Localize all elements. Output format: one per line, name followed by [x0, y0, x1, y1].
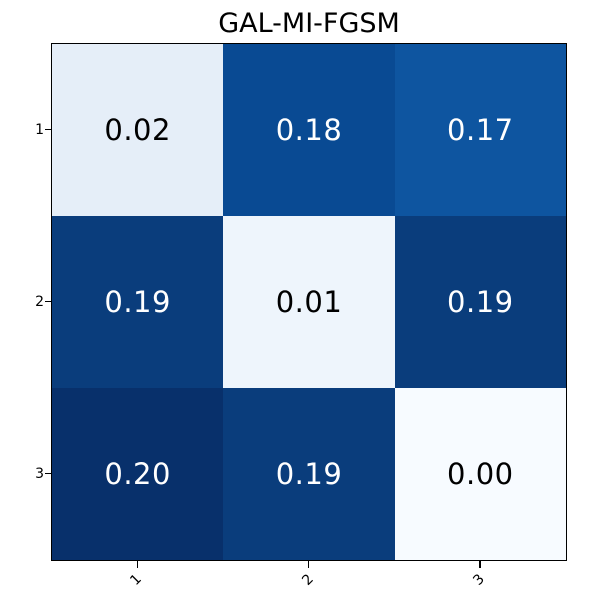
cell-value-label: 0.19 [447, 285, 514, 319]
y-tick-mark [44, 129, 52, 131]
x-tick-label: 2 [299, 570, 317, 589]
x-tick-label: 3 [470, 570, 488, 589]
heatmap-cell-r1-c3: 0.17 [394, 44, 566, 216]
chart-title: GAL-MI-FGSM [218, 8, 400, 39]
x-tick-mark [308, 561, 310, 569]
y-tick-label: 1 [35, 121, 44, 138]
cell-value-label: 0.02 [104, 113, 171, 147]
x-tick-label: 1 [127, 570, 146, 589]
cell-value-label: 0.20 [104, 457, 171, 491]
heatmap-cell-r3-c2: 0.19 [223, 388, 395, 560]
cell-value-label: 0.00 [447, 457, 514, 491]
heatmap-cell-r2-c3: 0.19 [394, 216, 566, 388]
heatmap-cell-r1-c2: 0.18 [223, 44, 395, 216]
x-tick-mark [136, 561, 139, 569]
heatmap-grid: 0.02 0.18 0.17 0.19 0.01 0.19 0.20 0.19 0.00 [52, 44, 566, 560]
y-tick-mark [44, 301, 52, 303]
x-tick-mark [479, 561, 481, 569]
y-tick-mark [44, 473, 52, 475]
y-tick-label: 3 [35, 465, 44, 482]
heatmap-cell-r3-c1: 0.20 [52, 388, 224, 560]
heatmap-cell-r3-c3: 0.00 [394, 388, 566, 560]
cell-value-label: 0.17 [447, 113, 514, 147]
cell-value-label: 0.19 [275, 457, 343, 491]
cell-value-label: 0.18 [275, 113, 343, 147]
cell-value-label: 0.19 [104, 285, 171, 319]
heatmap-cell-r2-c2: 0.01 [223, 216, 395, 388]
heatmap-plot-area: 0.02 0.18 0.17 0.19 0.01 0.19 0.20 0.19 0.00 [51, 43, 567, 561]
heatmap-cell-r2-c1: 0.19 [52, 216, 224, 388]
y-tick-label: 2 [35, 293, 44, 310]
heatmap-cell-r1-c1: 0.02 [52, 44, 224, 216]
cell-value-label: 0.01 [275, 285, 343, 319]
